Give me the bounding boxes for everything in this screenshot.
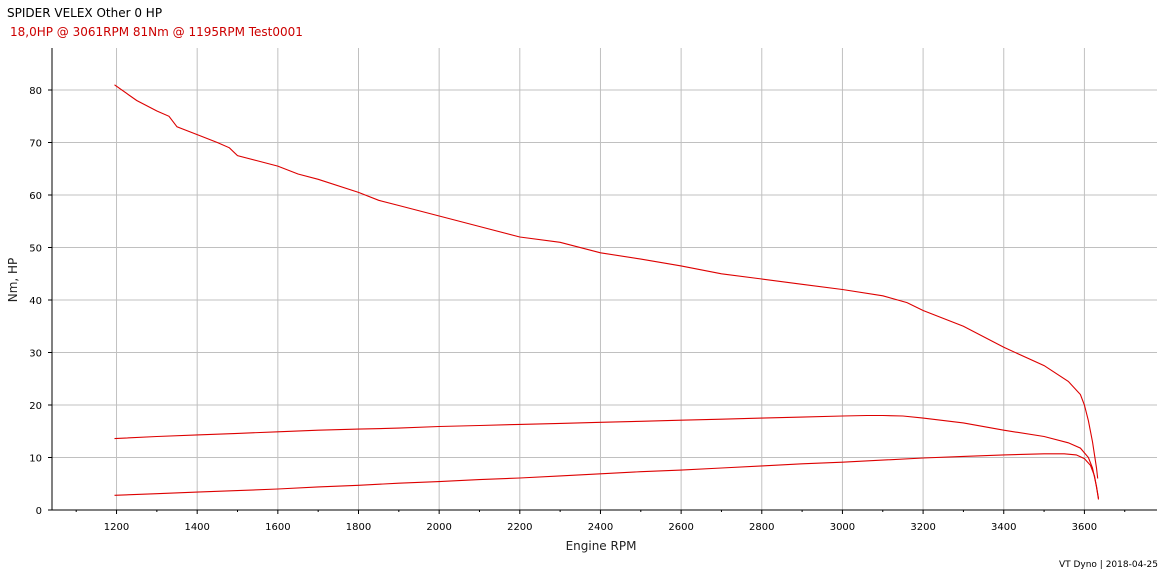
y-tick-label: 80	[29, 86, 42, 97]
x-tick-label: 1200	[104, 522, 129, 533]
x-tick-label: 1400	[184, 522, 209, 533]
x-tick-label: 3400	[991, 522, 1016, 533]
x-tick-label: 3600	[1072, 522, 1097, 533]
footer-credit: VT Dyno | 2018-04-25	[1058, 560, 1158, 570]
x-tick-label: 2200	[507, 522, 532, 533]
chart-title: SPIDER VELEX Other 0 HP	[7, 6, 163, 20]
x-tick-label: 3000	[830, 522, 855, 533]
x-tick-label: 3200	[910, 522, 935, 533]
x-tick-label: 2600	[668, 522, 693, 533]
y-tick-label: 50	[29, 244, 42, 255]
y-tick-label: 20	[29, 401, 42, 412]
axes-layer: 1200 1400 1600 1800 2000 2200 2400 2600 2800 3000…	[29, 48, 1157, 533]
x-tick-label: 2800	[749, 522, 774, 533]
y-tick-label: 0	[36, 506, 42, 517]
x-tick-label: 2000	[426, 522, 451, 533]
x-tick-label: 1800	[346, 522, 371, 533]
y-axis-label: Nm, HP	[6, 258, 20, 303]
x-tick-label: 2400	[588, 522, 613, 533]
y-tick-label: 30	[29, 349, 42, 360]
series-line-1	[114, 84, 1099, 479]
y-tick-label: 70	[29, 139, 42, 150]
y-tick-label: 40	[29, 296, 42, 307]
y-tick-label: 10	[29, 454, 42, 465]
label-layer: Engine RPM Nm, HP	[6, 258, 636, 553]
x-axis-label: Engine RPM	[566, 539, 637, 553]
series-layer	[114, 84, 1100, 500]
series-line-2	[114, 414, 1100, 500]
chart-subtitle: 18,0HP @ 3061RPM 81Nm @ 1195RPM Test0001	[10, 25, 303, 39]
series-line-3	[114, 453, 1100, 499]
x-tick-label: 1600	[265, 522, 290, 533]
grid-layer	[52, 48, 1157, 510]
y-tick-label: 60	[29, 191, 42, 202]
